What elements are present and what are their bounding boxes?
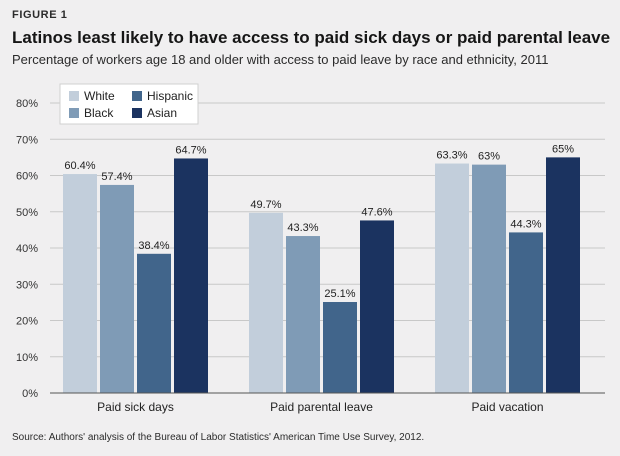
legend-swatch-white: [69, 91, 79, 101]
x-category-label: Paid vacation: [471, 400, 543, 414]
legend-label-hispanic: Hispanic: [147, 89, 193, 103]
bar-white: [435, 163, 469, 393]
data-label: 49.7%: [250, 199, 281, 211]
figure-label: FIGURE 1: [12, 9, 68, 21]
bar-asian: [174, 158, 208, 393]
y-tick-label: 50%: [16, 207, 38, 219]
y-tick-label: 0%: [22, 388, 38, 400]
chart-subtitle: Percentage of workers age 18 and older w…: [12, 52, 549, 67]
data-label: 64.7%: [175, 144, 206, 156]
data-label: 63%: [478, 151, 500, 163]
data-label: 38.4%: [138, 240, 169, 252]
x-category-label: Paid sick days: [97, 400, 174, 414]
y-tick-label: 70%: [16, 134, 38, 146]
bar-black: [472, 164, 506, 393]
y-tick-label: 20%: [16, 316, 38, 328]
data-label: 63.3%: [436, 150, 467, 162]
data-label: 65%: [552, 143, 574, 155]
bar-asian: [360, 220, 394, 393]
data-label: 47.6%: [361, 206, 392, 218]
y-tick-label: 30%: [16, 279, 38, 291]
data-label: 57.4%: [101, 171, 132, 183]
bar-black: [286, 236, 320, 393]
bar-hispanic: [137, 253, 171, 393]
legend-label-black: Black: [84, 106, 114, 120]
legend-swatch-hispanic: [132, 91, 142, 101]
source-note: Source: Authors' analysis of the Bureau …: [12, 432, 425, 443]
chart-title: Latinos least likely to have access to p…: [12, 28, 611, 47]
data-label: 60.4%: [64, 160, 95, 172]
y-tick-label: 60%: [16, 171, 38, 183]
bar-white: [249, 212, 283, 393]
bar-white: [63, 174, 97, 393]
bar-hispanic: [323, 302, 357, 393]
legend-swatch-black: [69, 108, 79, 118]
legend-swatch-asian: [132, 108, 142, 118]
legend-label-white: White: [84, 89, 115, 103]
bar-black: [100, 184, 134, 393]
data-label: 44.3%: [510, 218, 541, 230]
data-label: 43.3%: [287, 222, 318, 234]
y-tick-label: 40%: [16, 243, 38, 255]
y-tick-label: 10%: [16, 352, 38, 364]
bar-asian: [546, 157, 580, 393]
legend-box: [59, 83, 199, 125]
legend-label-asian: Asian: [147, 106, 177, 120]
y-tick-label: 80%: [16, 98, 38, 110]
x-category-label: Paid parental leave: [270, 400, 373, 414]
data-label: 25.1%: [324, 288, 355, 300]
bar-hispanic: [509, 232, 543, 393]
